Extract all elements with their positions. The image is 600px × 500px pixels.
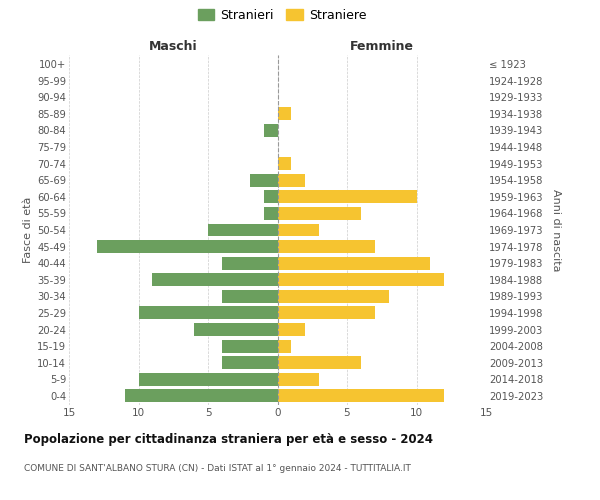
Bar (277, 274, 444, 286)
Bar (263, 207, 277, 220)
Bar (152, 274, 277, 286)
Bar (277, 390, 444, 402)
Bar (277, 356, 361, 369)
Bar (139, 306, 277, 320)
Bar (222, 290, 277, 303)
Bar (222, 356, 277, 369)
Text: Popolazione per cittadinanza straniera per età e sesso - 2024: Popolazione per cittadinanza straniera p… (24, 432, 433, 446)
Bar (208, 224, 277, 236)
Y-axis label: Anni di nascita: Anni di nascita (551, 188, 562, 271)
Bar (250, 174, 277, 186)
Bar (222, 340, 277, 352)
Text: Maschi: Maschi (149, 40, 197, 52)
Bar (277, 207, 361, 220)
Bar (277, 340, 292, 352)
Bar (277, 240, 375, 253)
Bar (277, 323, 305, 336)
Y-axis label: Fasce di età: Fasce di età (23, 197, 33, 263)
Bar (277, 290, 389, 303)
Bar (222, 256, 277, 270)
Text: Femmine: Femmine (350, 40, 414, 52)
Bar (263, 190, 277, 203)
Bar (277, 306, 375, 320)
Bar (277, 373, 319, 386)
Bar (277, 256, 430, 270)
Bar (125, 390, 277, 402)
Bar (277, 157, 292, 170)
Bar (97, 240, 277, 253)
Bar (277, 224, 319, 236)
Bar (277, 190, 416, 203)
Bar (277, 174, 305, 186)
Legend: Stranieri, Straniere: Stranieri, Straniere (198, 8, 366, 22)
Bar (263, 124, 277, 137)
Bar (277, 108, 292, 120)
Bar (139, 373, 277, 386)
Bar (194, 323, 277, 336)
Text: COMUNE DI SANT'ALBANO STURA (CN) - Dati ISTAT al 1° gennaio 2024 - TUTTITALIA.IT: COMUNE DI SANT'ALBANO STURA (CN) - Dati … (24, 464, 411, 473)
